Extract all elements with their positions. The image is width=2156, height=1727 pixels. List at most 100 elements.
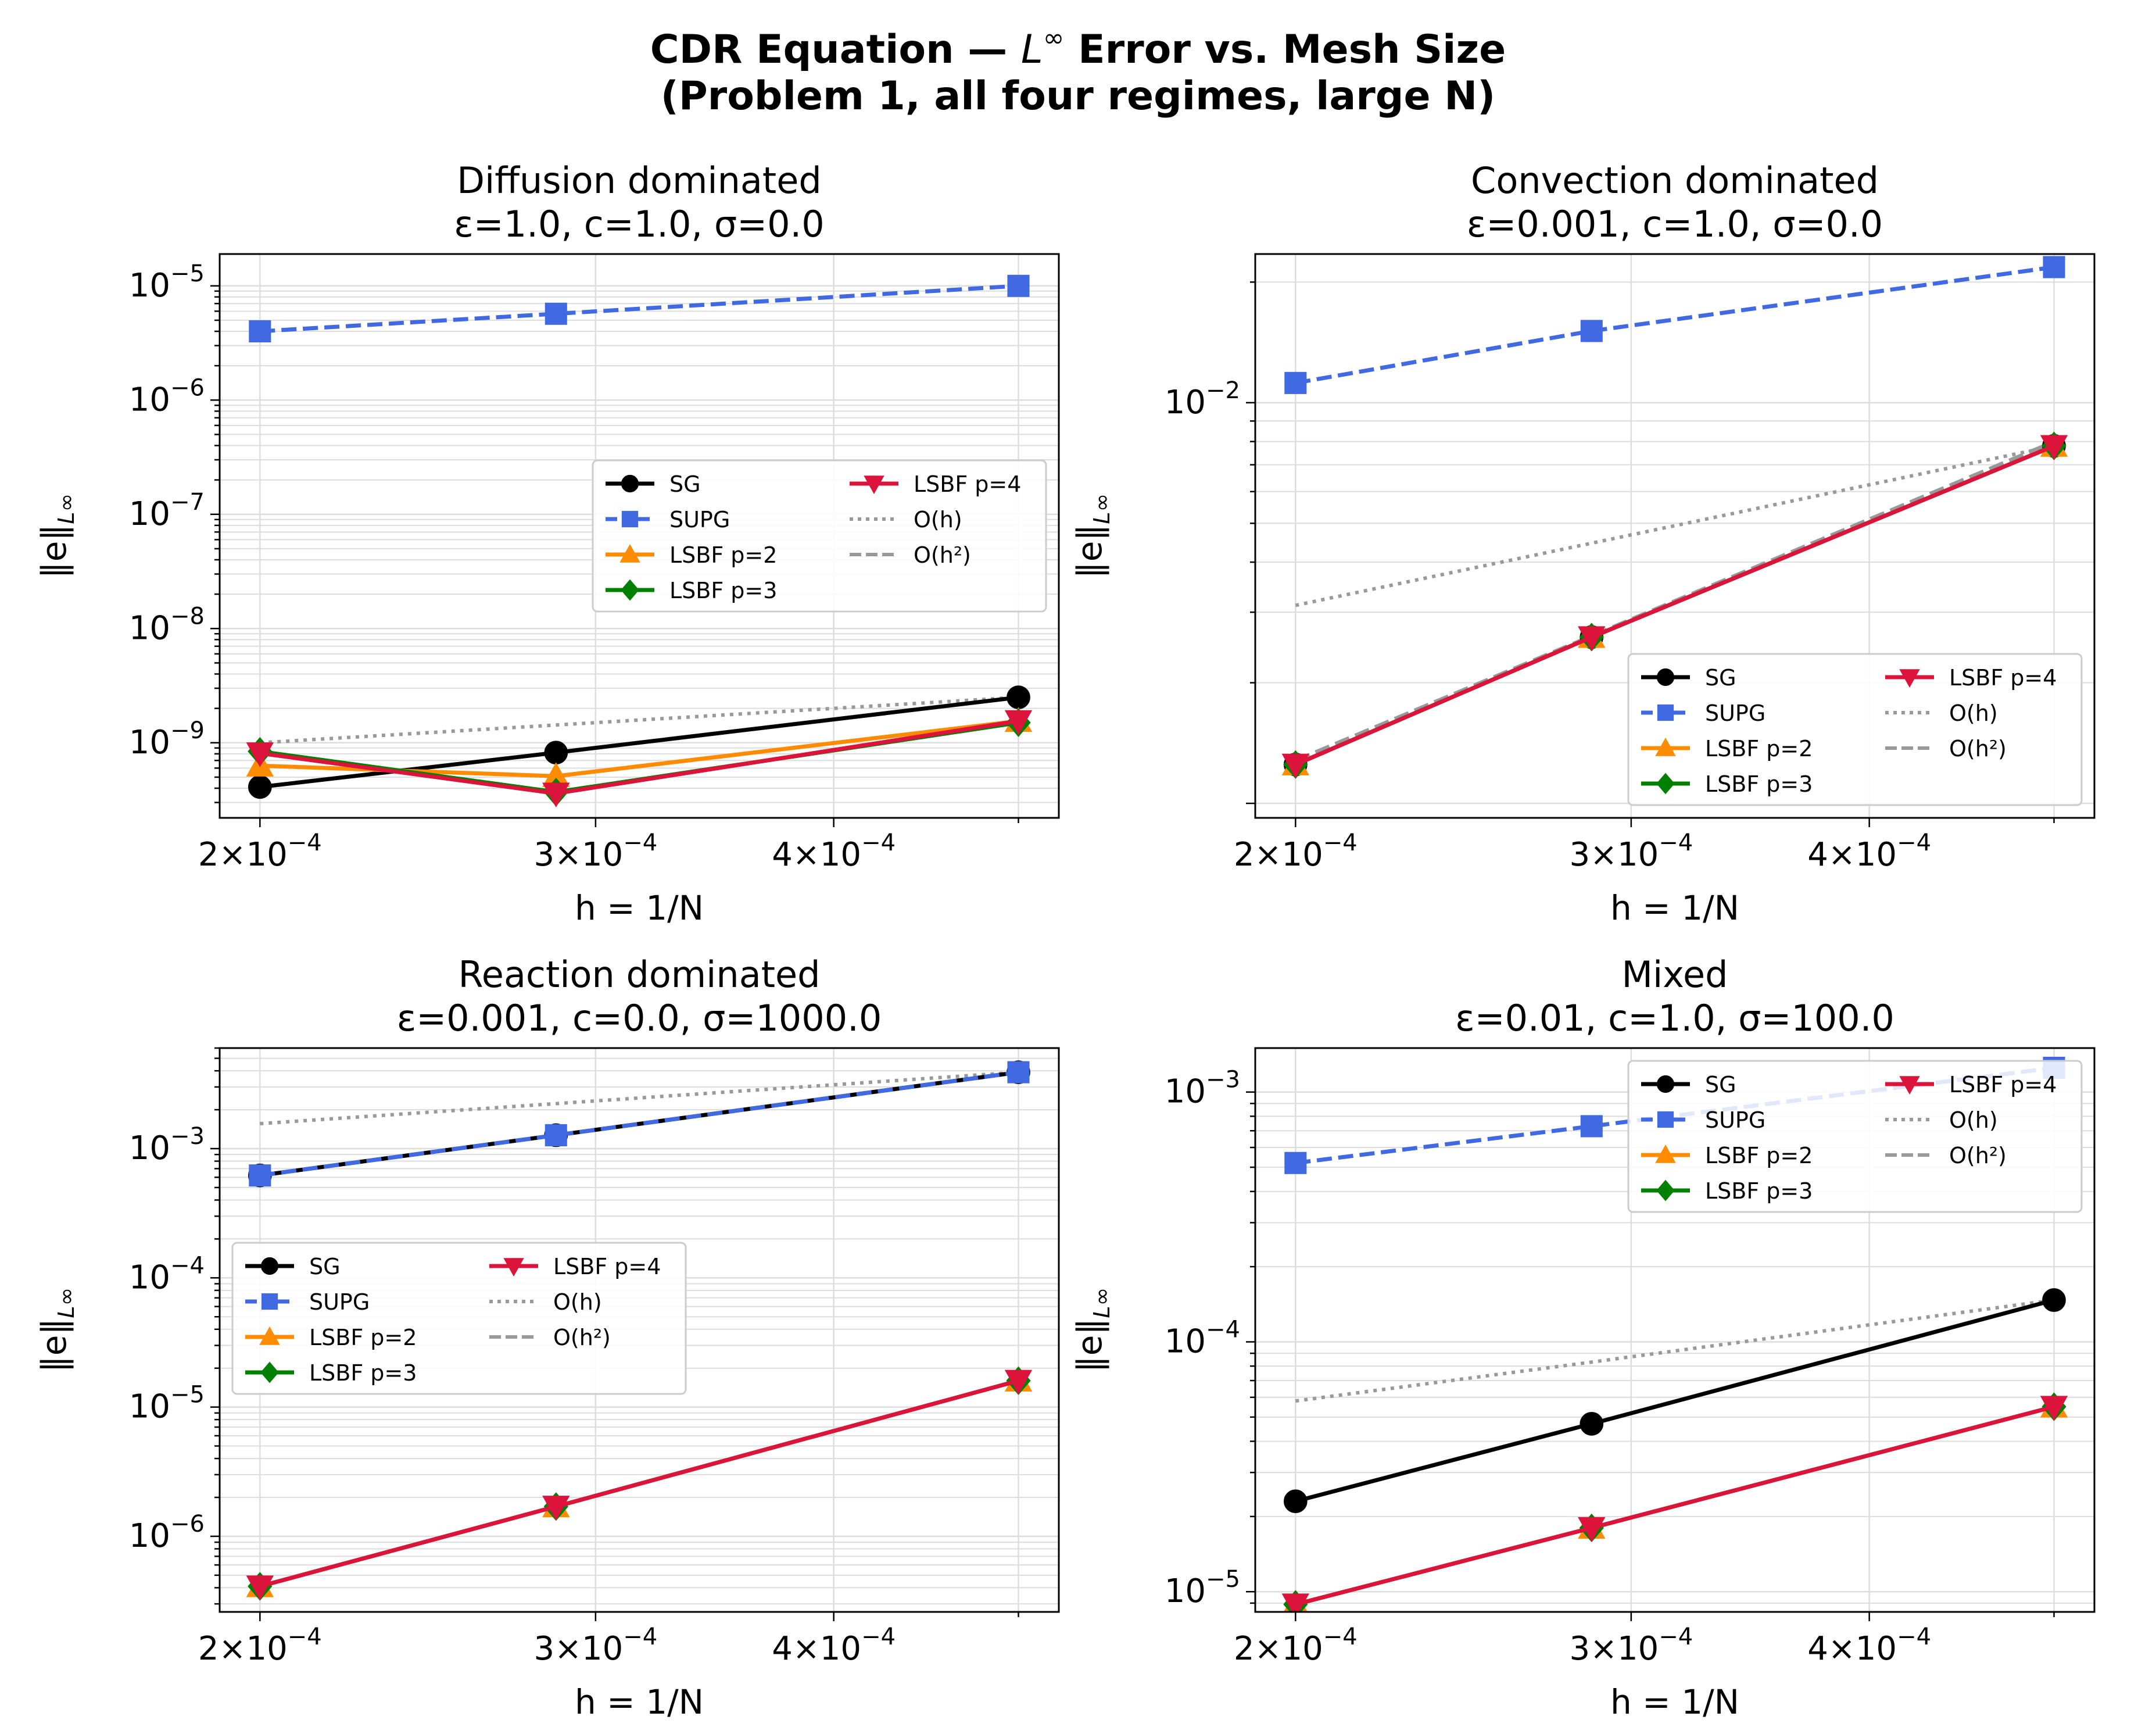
- panel-1-ytick-label: 10−5: [129, 260, 205, 305]
- panel-2-legend-entry-o-h2: O(h²): [1885, 736, 2007, 761]
- panel-2-xtick-label: 4×10−4: [1807, 829, 1931, 874]
- panel-2-legend-marker: [1656, 773, 1675, 795]
- panel-4-xlabel: h = 1/N: [1610, 1682, 1739, 1722]
- panel-4-subtitle: ε=0.01, c=1.0, σ=100.0: [1455, 997, 1894, 1039]
- panel-1-legend-label: LSBF p=2: [669, 542, 777, 568]
- panel-1-legend-label: O(h): [914, 507, 962, 532]
- panel-4-point-lsbf-p-4: [1281, 1593, 1310, 1612]
- panel-3-legend: SG SUPG LSBF p=2 LSBF p=3 LSBF p=4 O(h) O(h²): [231, 1242, 687, 1395]
- panel-1-legend-entry-o-h: O(h): [850, 507, 962, 532]
- panel-2-series-o-h: [1295, 444, 2055, 607]
- panel-1-legend-entry-supg: SUPG: [606, 507, 730, 532]
- panel-3-legend-label: LSBF p=3: [309, 1360, 417, 1386]
- panel-2-legend-marker: [1899, 669, 1920, 688]
- panel-1-ytick-label: 10−6: [129, 374, 205, 419]
- figure-title-suffix: Error vs. Mesh Size: [1064, 27, 1506, 73]
- panel-4-legend-label: LSBF p=2: [1705, 1143, 1813, 1168]
- panel-2-point-supg: [1284, 371, 1307, 394]
- panel-4-legend-entry-o-h2: O(h²): [1885, 1143, 2007, 1168]
- panel-3-subtitle: ε=0.001, c=0.0, σ=1000.0: [397, 997, 882, 1039]
- panel-4-line-o-h: [1295, 1298, 2054, 1403]
- panel-2-series-supg: [1284, 256, 2065, 394]
- panel-3-legend-entry-lsbf-p-3: LSBF p=3: [245, 1360, 417, 1386]
- panel-1-subtitle: ε=1.0, c=1.0, σ=0.0: [454, 203, 824, 245]
- panel-2-legend-entry-lsbf-p-3: LSBF p=3: [1641, 771, 1813, 797]
- panel-1-legend-entry-sg: SG: [606, 471, 701, 497]
- panel-1-frame: [219, 253, 1060, 819]
- panel-1-legend-marker: [864, 475, 884, 495]
- panel-1-xtick-label: 3×10−4: [533, 829, 657, 874]
- panel-1-series-lsbf-p-3: [248, 708, 1031, 807]
- panel-4-frame: [1254, 1047, 2096, 1613]
- panel-3-legend-label: SUPG: [309, 1289, 370, 1315]
- panel-4-xtick-label: 4×10−4: [1807, 1624, 1931, 1668]
- panel-4-point-lsbf-p-4: [1578, 1517, 1606, 1542]
- panel-2-line-supg: [1295, 265, 2054, 385]
- panel-1-plot: [246, 274, 1033, 808]
- panel-2-xtick-label: 3×10−4: [1569, 829, 1693, 874]
- panel-3-legend-marker: [503, 1258, 524, 1277]
- panel-1-series-sg: [248, 685, 1030, 799]
- panel-1-point-supg: [1007, 274, 1030, 297]
- panel-3-legend-marker: [260, 1257, 279, 1275]
- panel-4-line-lsbf-p-4: [1295, 1404, 2055, 1607]
- panel-1-legend-entry-o-h2: O(h²): [850, 542, 971, 568]
- panel-1-ytick-label: 10−9: [129, 717, 205, 761]
- panel-4-legend-entry-lsbf-p-3: LSBF p=3: [1641, 1178, 1813, 1204]
- panel-1-legend-label: LSBF p=4: [914, 471, 1021, 497]
- panel-4-legend-entry-supg: SUPG: [1641, 1107, 1765, 1133]
- panel-2-legend-marker: [1657, 704, 1674, 721]
- panel-1-legend-marker: [621, 474, 639, 493]
- panel-1-point-sg: [544, 741, 568, 765]
- panel-2-legend-label: LSBF p=3: [1705, 771, 1813, 797]
- panel-1-ytick-label: 10−7: [129, 489, 205, 533]
- panel-4-point-sg: [2042, 1288, 2066, 1312]
- panel-3-legend-label: SG: [309, 1254, 341, 1279]
- panel-3-plot: [246, 1060, 1033, 1601]
- panel-4-ytick-label: 10−4: [1165, 1316, 1240, 1360]
- panel-4-legend-box: [1627, 1060, 2083, 1213]
- panel-4-legend-label: LSBF p=4: [1949, 1072, 2057, 1097]
- panel-2-xtick-label: 2×10−4: [1234, 829, 1358, 874]
- panel-3-legend-box: [231, 1242, 687, 1395]
- panel-4-point-sg: [1283, 1489, 1308, 1514]
- panel-2-line-o-h2: [1295, 439, 2055, 762]
- panel-3-ytick-label: 10−6: [129, 1511, 205, 1555]
- panel-1-legend-label: SG: [669, 471, 701, 497]
- panel-1-legend-label: O(h²): [914, 542, 971, 568]
- panel-1-legend-label: SUPG: [669, 507, 730, 532]
- panel-2-xlabel: h = 1/N: [1610, 888, 1739, 928]
- panel-2-legend-marker: [1656, 668, 1675, 686]
- panel-3-series-supg: [249, 1061, 1030, 1187]
- panel-3-legend-marker: [260, 1361, 279, 1383]
- panel-1-point-sg: [1007, 685, 1030, 709]
- panel-4-ytick-label: 10−3: [1165, 1067, 1240, 1111]
- panel-3-xtick-label: 3×10−4: [533, 1624, 657, 1668]
- panel-4-series-sg: [1283, 1288, 2066, 1514]
- panel-2-legend-entry-lsbf-p-2: LSBF p=2: [1641, 736, 1813, 761]
- panel-4-point-sg: [1580, 1412, 1604, 1436]
- panel-3-point-lsbf-p-4: [1004, 1370, 1033, 1395]
- panel-2-legend-label: O(h²): [1949, 736, 2007, 761]
- panel-2-point-lsbf-p-4: [1578, 626, 1606, 652]
- panel-4-ytick-label: 10−5: [1165, 1566, 1240, 1610]
- panel-4-legend-marker: [1899, 1076, 1920, 1095]
- panel-3-xlabel: h = 1/N: [575, 1682, 704, 1722]
- panel-1-point-lsbf-p-4: [1004, 710, 1033, 735]
- panel-2-legend-marker: [1655, 737, 1676, 756]
- panel-1-line-lsbf-p-4: [259, 718, 1019, 796]
- panel-4-legend-entry-lsbf-p-4: LSBF p=4: [1885, 1072, 2057, 1097]
- panel-4-legend-marker: [1656, 1075, 1675, 1093]
- figure-title-line1: CDR Equation — L∞ Error vs. Mesh Size: [650, 23, 1506, 73]
- figure-title-math-sup: ∞: [1043, 23, 1065, 53]
- panel-1-legend-entry-lsbf-p-4: LSBF p=4: [850, 471, 1021, 497]
- panel-1-series-supg: [249, 274, 1030, 343]
- panel-3-legend-label: O(h): [553, 1289, 602, 1315]
- panel-1-legend-box: [592, 459, 1047, 613]
- figure-title-line2: (Problem 1, all four regimes, large N): [661, 73, 1496, 119]
- panel-3-ytick-label: 10−3: [129, 1123, 205, 1167]
- panel-1-legend: SG SUPG LSBF p=2 LSBF p=3 LSBF p=4 O(h) O(h²): [592, 459, 1047, 613]
- panel-4-line-sg: [1295, 1298, 2055, 1504]
- panel-1-title: Diffusion dominated: [457, 159, 821, 202]
